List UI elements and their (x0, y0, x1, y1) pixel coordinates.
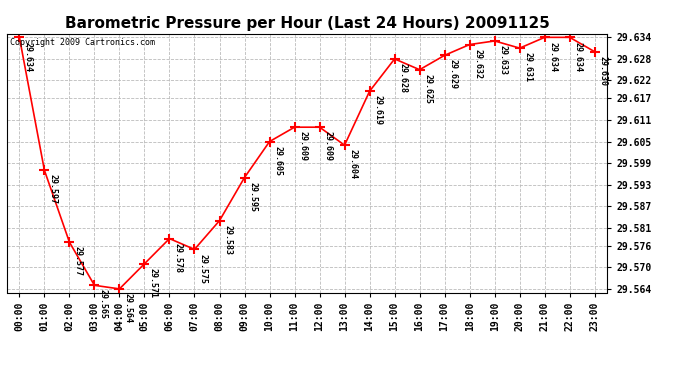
Text: 29.609: 29.609 (324, 131, 333, 161)
Text: 29.564: 29.564 (124, 293, 132, 323)
Text: 29.628: 29.628 (398, 63, 407, 93)
Text: 29.631: 29.631 (524, 52, 533, 82)
Text: 29.630: 29.630 (598, 56, 607, 86)
Text: 29.619: 29.619 (373, 95, 382, 125)
Text: 29.609: 29.609 (298, 131, 307, 161)
Text: 29.629: 29.629 (448, 60, 457, 90)
Text: 29.571: 29.571 (148, 268, 157, 298)
Text: Copyright 2009 Cartronics.com: Copyright 2009 Cartronics.com (10, 38, 155, 46)
Text: 29.634: 29.634 (549, 42, 558, 72)
Text: 29.575: 29.575 (198, 254, 207, 284)
Text: 29.597: 29.597 (48, 174, 57, 204)
Title: Barometric Pressure per Hour (Last 24 Hours) 20091125: Barometric Pressure per Hour (Last 24 Ho… (65, 16, 549, 31)
Text: 29.633: 29.633 (498, 45, 507, 75)
Text: 29.632: 29.632 (473, 49, 482, 79)
Text: 29.634: 29.634 (23, 42, 32, 72)
Text: 29.605: 29.605 (273, 146, 282, 176)
Text: 29.583: 29.583 (224, 225, 233, 255)
Text: 29.565: 29.565 (98, 290, 107, 320)
Text: 29.578: 29.578 (173, 243, 182, 273)
Text: 29.604: 29.604 (348, 149, 357, 179)
Text: 29.577: 29.577 (73, 246, 82, 276)
Text: 29.634: 29.634 (573, 42, 582, 72)
Text: 29.595: 29.595 (248, 182, 257, 212)
Text: 29.625: 29.625 (424, 74, 433, 104)
